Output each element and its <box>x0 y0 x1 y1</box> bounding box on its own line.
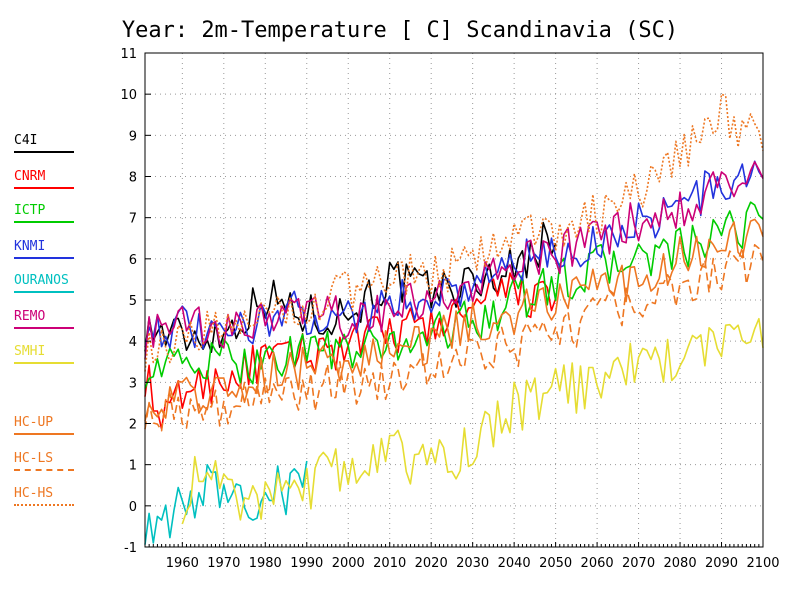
legend-swatch <box>14 187 74 189</box>
x-tick-label: 2020 <box>415 556 448 571</box>
legend-label: HC-UP <box>14 415 54 430</box>
y-tick-label: 0 <box>129 500 137 515</box>
y-tick-label: 4 <box>129 335 137 350</box>
legend-label: HC-LS <box>14 451 54 466</box>
legend-entry-knmi: KNMI <box>14 239 74 259</box>
legend-entry-smhi: SMHI <box>14 344 74 364</box>
x-axis: 1960 1970 1980 1990 2000 2010 2020 2030 2040 2050… <box>144 542 780 571</box>
legend-swatch <box>14 433 74 435</box>
legend-entry-hc-hs: HC-HS <box>14 486 74 506</box>
legend-swatch <box>14 469 74 471</box>
series-line-knmi <box>144 160 764 350</box>
legend-entry-hc-up: HC-UP <box>14 415 74 435</box>
series-line-cnrm <box>144 272 557 430</box>
y-tick-label: -1 <box>124 541 137 556</box>
x-tick-label: 2030 <box>456 556 489 571</box>
series-line-hc-up <box>144 218 764 422</box>
y-tick-label: 3 <box>129 376 137 391</box>
legend-entry-remo: REMO <box>14 309 74 329</box>
legend-label: KNMI <box>14 239 46 254</box>
legend-entry-c4i: C4I <box>14 133 74 153</box>
legend-swatch <box>14 504 74 506</box>
legend-label: ICTP <box>14 203 46 218</box>
legend-label: OURANOS <box>14 273 69 288</box>
series-line-ouranos <box>144 460 308 545</box>
x-tick-label: 2080 <box>664 556 697 571</box>
x-tick-label: 1960 <box>166 556 199 571</box>
y-tick-label: 7 <box>129 212 137 227</box>
series-line-smhi <box>181 317 764 525</box>
legend-entry-ouranos: OURANOS <box>14 273 74 293</box>
x-tick-label: 2100 <box>746 556 779 571</box>
x-tick-label: 2040 <box>498 556 531 571</box>
legend-swatch <box>14 362 74 364</box>
y-tick-label: 1 <box>129 459 137 474</box>
legend-swatch <box>14 221 74 223</box>
legend-swatch <box>14 257 74 259</box>
legend-label: HC-HS <box>14 486 54 501</box>
x-tick-label: 1980 <box>249 556 282 571</box>
y-tick-label: 9 <box>129 129 137 144</box>
legend-label: C4I <box>14 133 38 148</box>
legend-swatch <box>14 291 74 293</box>
legend-swatch <box>14 327 74 329</box>
y-tick-label: 11 <box>120 47 137 62</box>
legend-label: CNRM <box>14 169 46 184</box>
x-tick-label: 2070 <box>622 556 655 571</box>
chart-title: Year: 2m-Temperature [ C] Scandinavia (S… <box>121 18 679 43</box>
series-line-hc-ls <box>144 244 764 432</box>
x-tick-label: 2050 <box>539 556 572 571</box>
x-tick-label: 1990 <box>290 556 323 571</box>
legend-entry-cnrm: CNRM <box>14 169 74 189</box>
y-tick-label: 10 <box>120 88 137 103</box>
series-line-remo <box>144 161 764 360</box>
x-tick-label: 2060 <box>581 556 614 571</box>
legend-swatch <box>14 151 74 153</box>
y-tick-label: 8 <box>129 171 137 186</box>
y-tick-label: 5 <box>129 294 137 309</box>
y-tick-label: 2 <box>129 418 137 433</box>
legend-label: REMO <box>14 309 46 324</box>
x-tick-label: 1970 <box>207 556 240 571</box>
legend-entry-ictp: ICTP <box>14 203 74 223</box>
x-tick-label: 2090 <box>705 556 738 571</box>
legend-entry-hc-ls: HC-LS <box>14 451 74 471</box>
y-tick-label: 6 <box>129 253 137 268</box>
x-tick-label: 2000 <box>332 556 365 571</box>
legend-label: SMHI <box>14 344 46 359</box>
series-group <box>144 93 764 545</box>
y-axis: -1 0 1 2 3 4 5 6 7 8 9 10 11 <box>120 47 151 556</box>
series-line-hc-hs <box>144 93 764 372</box>
x-tick-label: 2010 <box>373 556 406 571</box>
